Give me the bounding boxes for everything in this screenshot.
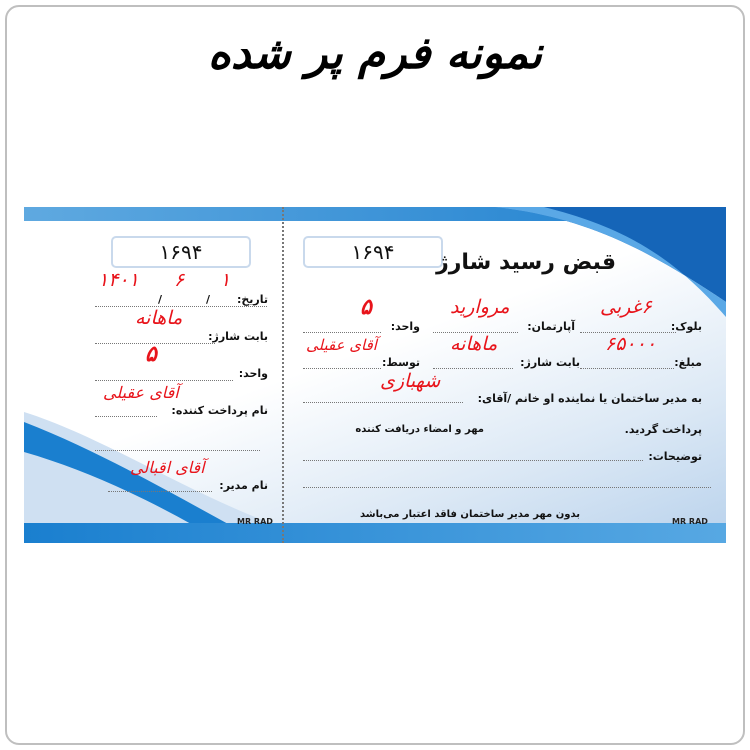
apartment-line [433,332,518,333]
unit-label: واحد: [390,320,420,333]
notes-label: توضیحات: [648,450,702,463]
stub-brand: MR RAD [237,517,273,526]
tear-line [282,207,284,543]
by-value: آقای عقیلی [306,336,377,354]
date-separator: / [206,293,211,306]
by-label: توسط: [381,356,420,369]
block-label: بلوک: [670,320,702,333]
stub-unit-line [95,380,233,381]
stub-unit-value: ۵ [145,342,157,367]
block-line [580,332,676,333]
date-separator: / [158,293,163,306]
page-title: نمونه فرم پر شده [207,28,543,79]
apartment-label: آپارتمان: [527,320,575,333]
to-label: به مدیر ساختمان یا نماینده او خانم /آقای… [477,392,702,405]
stub-charge-value: ماهانه [135,307,183,329]
paid-label: پرداخت گردید. [624,423,702,436]
decorative-waves [24,207,726,543]
footer-note: بدون مهر مدیر ساختمان فاقد اعتبار می‌باش… [360,509,580,520]
amount-line [580,368,674,369]
stub-charge-line [95,343,215,344]
charge-line [433,368,513,369]
signature-label: مهر و امضاء دریافت کننده [355,424,484,435]
stub-charge-label: بابت شارژ: [208,330,268,343]
stub-payer-label: نام پرداخت کننده: [171,404,268,417]
amount-value: ۶۵۰۰۰ [605,333,657,355]
stub-unit-label: واحد: [238,367,268,380]
stub-date-day: ۱ [220,269,231,291]
stub-manager-label: نام مدیر: [219,479,268,492]
receipt-title: قبض رسید شارژ [436,250,616,275]
by-line [303,368,381,369]
stub-payer-line [95,416,157,417]
charge-value: ماهانه [450,333,498,355]
block-value: ۶غربی [600,296,652,318]
image-frame [5,5,745,745]
stub-blank-line [95,450,260,451]
amount-label: مبلغ: [674,356,702,369]
bottom-band [24,523,726,543]
charge-label: بابت شارژ: [520,356,580,369]
unit-line [303,332,381,333]
stub-payer-value: آقای عقیلی [103,383,179,402]
notes-line [303,460,643,461]
to-value: شهبازی [380,370,441,392]
unit-value: ۵ [360,295,372,320]
stub-manager-line [108,491,212,492]
apartment-value: مروارید [450,296,510,318]
notes-line-2 [303,487,711,488]
stub-date-month: ۶ [174,269,185,291]
stub-manager-value: آقای اقبالی [130,458,205,477]
stub-date-label: تاریخ: [236,293,268,306]
stub-number: ۱۶۹۴ [111,236,251,268]
stub-date-year: ۱۴۰۱ [98,269,139,291]
to-line [303,402,463,403]
stub-date-line [95,306,267,307]
receipt-brand: MR RAD [672,517,708,526]
receipt-number: ۱۶۹۴ [303,236,443,268]
